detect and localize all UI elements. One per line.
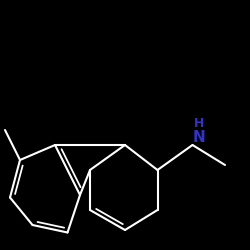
Text: N: N — [192, 130, 205, 145]
Text: H: H — [194, 117, 204, 130]
